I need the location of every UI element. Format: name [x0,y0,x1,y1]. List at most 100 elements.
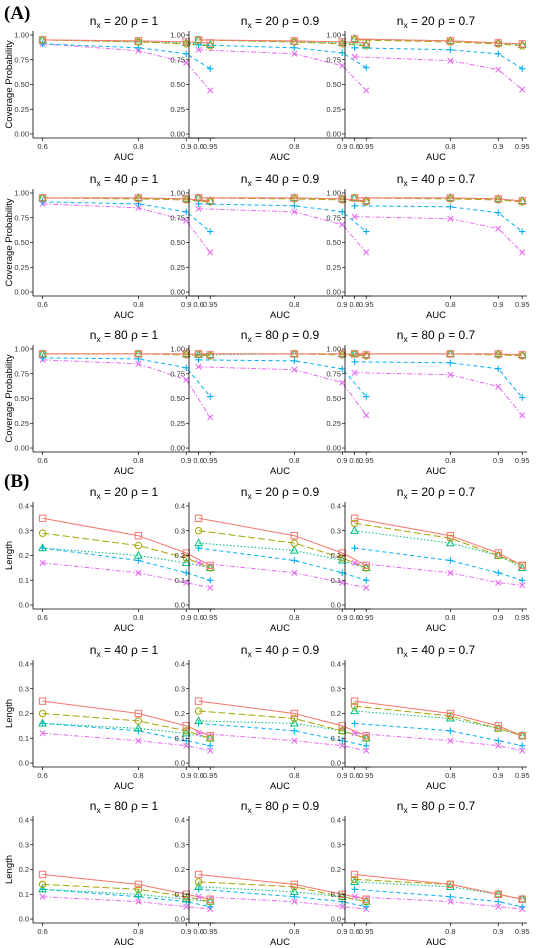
series-point [447,727,454,735]
series-point [135,44,142,52]
series-point [181,894,191,903]
series-point [351,53,358,60]
x-tick-label: 0.95 [359,927,374,936]
series-point [519,903,526,910]
series-point [194,878,203,886]
series-point [445,538,455,547]
series-point [351,44,358,52]
panel-title-subscript: x [247,178,252,188]
panel-title-n-value: = 20 [408,485,438,499]
series-point [517,563,527,571]
series-point [38,697,47,705]
series-point [339,903,346,910]
x-tick-label: 0.6 [37,771,47,780]
series-line [354,732,523,752]
series-point [181,558,191,567]
y-tick-label: 0.0 [175,759,185,768]
panel-title-n: n [397,172,404,186]
series-point [495,903,502,910]
series-line [42,353,211,357]
series-point [447,203,454,211]
series-point [351,213,358,220]
x-tick-label: 0.9 [493,142,503,151]
series-point [362,895,370,903]
series-point [38,543,48,552]
series-line [354,361,523,398]
series-point [207,65,214,72]
chart-panel: nx = 80 ρ = 0.90.000.250.500.751.000.6 0.… [170,328,373,477]
series-point [194,716,204,725]
series-line [198,700,367,737]
series-line [354,896,523,910]
x-axis-label: AUC [270,466,290,477]
x-tick-label: 0.9 [181,771,191,780]
series-point [207,747,214,754]
series-point [194,514,203,523]
panel-title-rho: ρ = 1 [131,328,159,342]
series-point [519,577,526,584]
panel-title-n: n [397,799,404,813]
series-line [198,530,367,569]
chart-panel: nx = 20 ρ = 0.90.00.10.20.30.40.6 0.8 0.9 0… [175,485,374,634]
panel-title-n: n [397,328,404,342]
series-line [198,359,367,397]
series-point [290,194,299,202]
x-tick-label: 0.6 [349,613,359,622]
series-point [350,193,360,202]
series-line [354,197,523,202]
panel-title-n-value: = 80 [252,799,282,813]
panel-title: nx = 40 ρ = 0.9 [241,172,320,188]
y-tick-label: 0.50 [326,80,341,89]
y-axis-label: Coverage Probability [4,354,15,442]
x-tick-label: 0.8 [445,300,455,309]
y-tick-label: 0.75 [14,369,29,378]
panel-title-rho: ρ = 0.9 [282,14,320,28]
series-point [518,351,526,359]
panel-title-rho: ρ = 0.9 [282,172,320,186]
panel-title-n-value: = 20 [408,14,438,28]
series-point [495,898,502,905]
y-tick-label: 1.00 [14,31,29,40]
series-point [182,890,190,898]
y-tick-label: 1.00 [326,345,341,354]
series-point [447,893,454,900]
series-line [198,722,367,747]
x-tick-label: 0.95 [203,927,218,936]
series-point [133,723,143,732]
y-tick-label: 1.00 [170,189,185,198]
series-point [350,349,360,358]
series-point [494,39,502,47]
x-tick-label: 0.8 [445,613,455,622]
series-line [42,722,211,747]
x-tick-label: 0.9 [493,927,503,936]
series-point [339,221,346,228]
series-point [447,737,454,744]
series-line [42,888,211,908]
series-line [42,39,211,46]
x-tick-label: 0.6 [193,771,203,780]
panel-title-n: n [241,328,248,342]
series-point [493,349,503,358]
panel-title-subscript: x [96,20,101,30]
series-point [338,722,346,730]
x-tick-label: 0.95 [515,142,530,151]
series-point [339,579,346,586]
x-tick-label: 0.95 [359,771,374,780]
chart-panel: nx = 40 ρ = 0.7 0.0 0.1 0.2 0.3 0.4 0.6 0.8 0.9 0… [331,643,530,792]
x-axis-label: AUC [426,937,446,948]
panel-title-n-value: = 40 [408,643,438,657]
y-tick-label: 0.75 [14,213,29,222]
y-tick-label: 0.0 [175,915,185,924]
panel-title: nx = 40 ρ = 0.7 [397,172,476,188]
series-point [206,895,214,903]
series-point [362,561,370,570]
series-point [183,364,190,371]
chart-panel: nx = 80 ρ = 0.90.00.10.20.30.40.6 0.8 0.9 0… [175,799,374,948]
series-point [447,215,454,222]
y-tick-label: 0.4 [19,816,29,825]
y-tick-label: 0.00 [14,130,29,139]
series-point [135,569,142,576]
series-point [194,194,203,202]
series-point [39,198,46,206]
series-point [135,898,142,905]
